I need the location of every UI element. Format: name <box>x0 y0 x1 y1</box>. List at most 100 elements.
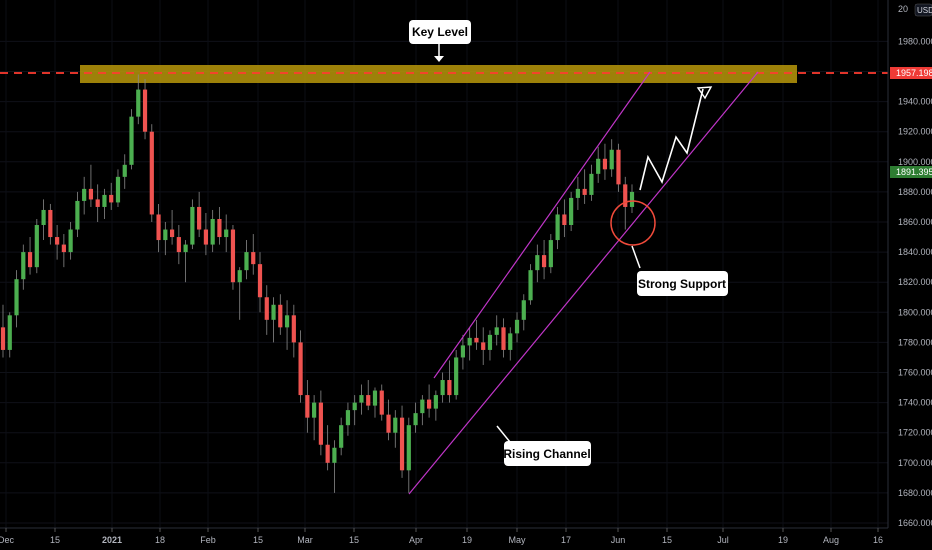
candle <box>163 222 168 256</box>
price-tick-label: 1840.000 <box>898 247 932 257</box>
candle <box>345 402 351 436</box>
time-tick-label: 15 <box>349 535 359 545</box>
candle <box>447 360 452 403</box>
candle <box>602 143 608 180</box>
candle <box>325 425 330 471</box>
candle <box>454 349 459 400</box>
candle <box>14 270 19 328</box>
time-axis[interactable]: Dec 15 2021 18 Feb 15 Mar 15 Apr 19 May 17 Jun 15 Jul 1… <box>0 527 932 550</box>
current-price-label: 1891.395 <box>896 167 932 177</box>
candle <box>95 184 100 222</box>
candle <box>596 146 601 183</box>
candle <box>379 384 384 421</box>
candle <box>548 234 553 274</box>
candle <box>264 285 269 335</box>
strong-support-callout: Strong Support <box>631 245 728 296</box>
candle <box>487 330 493 361</box>
candle <box>251 234 256 275</box>
candle <box>386 399 391 441</box>
candle <box>41 199 46 241</box>
candle <box>298 330 303 403</box>
candle <box>541 240 547 280</box>
candle <box>508 327 513 361</box>
candle <box>609 139 614 177</box>
candle <box>291 304 296 358</box>
channel-upper-line <box>433 71 651 379</box>
price-tick-label: 1740.000 <box>898 398 932 408</box>
candle <box>142 79 148 140</box>
time-tick-label: 19 <box>778 535 788 545</box>
candle <box>176 225 181 265</box>
candle <box>467 327 472 361</box>
price-tick-label: 1800.000 <box>898 307 932 317</box>
candle <box>61 234 66 268</box>
time-tick-label: Feb <box>200 535 216 545</box>
candle <box>203 212 208 256</box>
candle <box>359 384 364 415</box>
projection-arrow <box>639 88 704 191</box>
time-tick-label: 2021 <box>102 535 122 545</box>
candle <box>440 372 445 403</box>
candle <box>528 264 533 305</box>
strong-support-label: Strong Support <box>638 277 726 291</box>
time-tick-label: 18 <box>155 535 165 545</box>
candle <box>514 312 520 343</box>
candle <box>169 209 175 245</box>
candle <box>21 244 26 290</box>
channel-lower-line <box>408 71 759 495</box>
candle <box>88 164 94 207</box>
candle <box>75 191 80 238</box>
price-tick-label: 1780.000 <box>898 337 932 347</box>
candle <box>129 109 134 170</box>
candle <box>562 199 567 238</box>
support-circle <box>610 200 656 246</box>
key-level-price-tag <box>890 67 932 79</box>
candle <box>481 327 486 365</box>
time-tick-label: 19 <box>462 535 472 545</box>
candle <box>460 334 466 370</box>
candle <box>494 315 499 346</box>
current-price-tag <box>890 166 932 178</box>
candle <box>555 206 560 250</box>
candle <box>589 164 594 201</box>
price-tick-label: 1680.000 <box>898 488 932 498</box>
candle <box>366 380 371 411</box>
time-tick-label: Apr <box>409 535 423 545</box>
price-tick-label: 1660.000 <box>898 518 932 528</box>
candle <box>122 154 127 189</box>
candles <box>0 74 635 493</box>
candle <box>82 176 87 215</box>
candle <box>339 417 344 456</box>
price-axis[interactable]: 1660.000 1680.000 1700.000 1720.000 1740.000… <box>887 0 932 550</box>
candle <box>109 182 114 210</box>
candle <box>190 199 195 250</box>
candle <box>156 203 161 253</box>
candle <box>149 124 154 222</box>
time-tick-label: Jun <box>611 535 626 545</box>
candle <box>501 318 506 358</box>
candle <box>278 294 283 335</box>
projection-arrowhead <box>696 86 713 100</box>
candle <box>257 252 263 313</box>
time-tick-label: 15 <box>662 535 672 545</box>
candle <box>521 294 526 331</box>
time-tick-label: Dec <box>0 535 14 545</box>
price-tick-label: 1700.000 <box>898 458 932 468</box>
price-tick-label: 1860.000 <box>898 217 932 227</box>
candle <box>230 225 236 290</box>
candle <box>399 405 405 478</box>
time-tick-label: Jul <box>717 535 729 545</box>
grid <box>0 0 888 528</box>
price-tick-label: 1760.000 <box>898 368 932 378</box>
candle <box>102 188 107 219</box>
candle <box>27 237 33 275</box>
currency-badge: USD <box>917 6 932 15</box>
price-tick-label: 1880.000 <box>898 187 932 197</box>
candle <box>217 206 222 245</box>
time-tick-label: 16 <box>873 535 883 545</box>
candle <box>210 209 215 253</box>
candle <box>68 222 73 260</box>
candle <box>0 304 6 358</box>
candle <box>271 297 276 343</box>
